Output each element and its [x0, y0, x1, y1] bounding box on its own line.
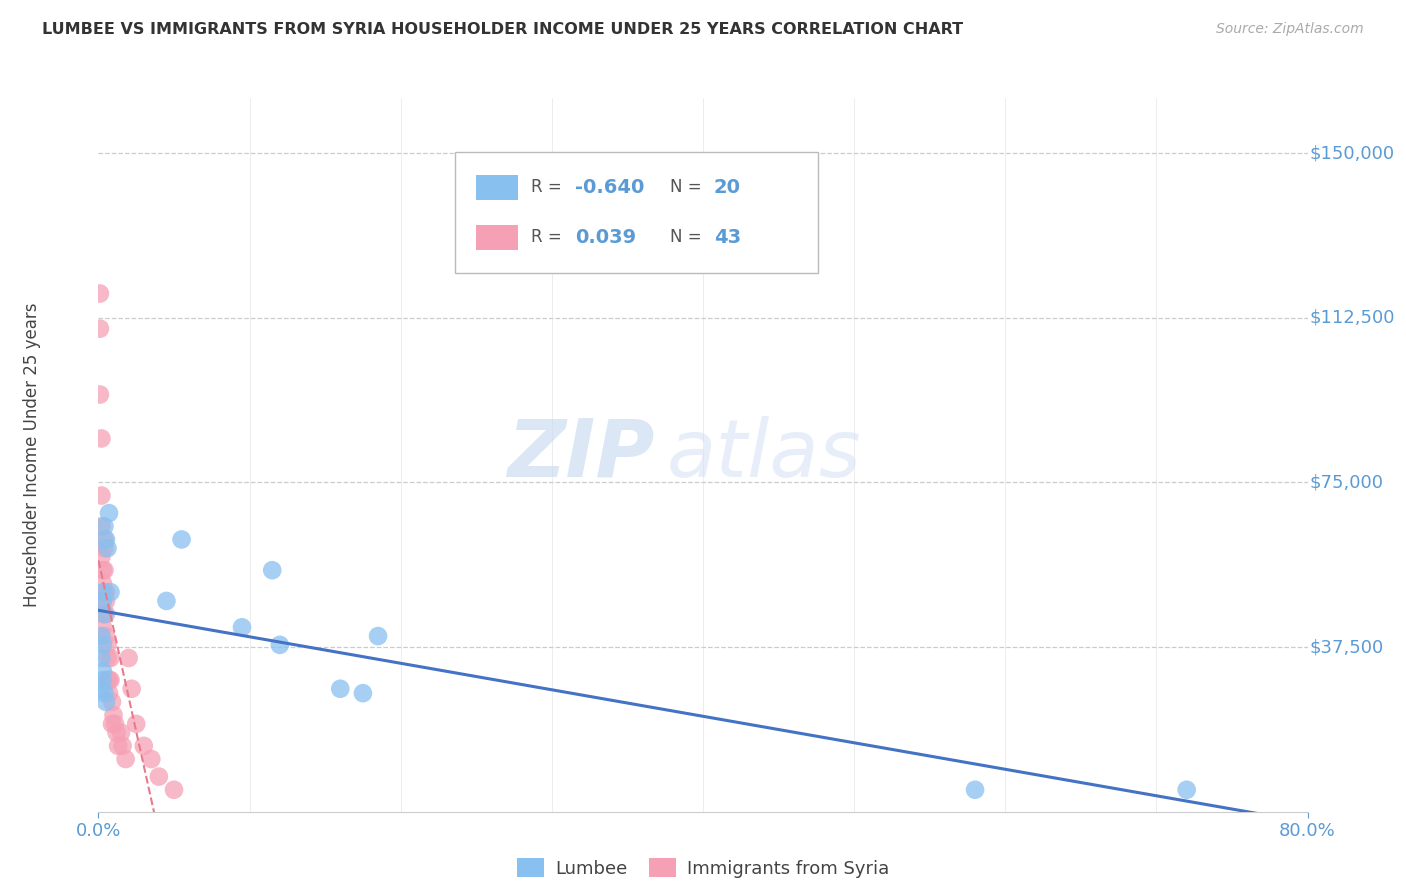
Point: [94, 607, 117, 621]
Text: 0.039: 0.039: [575, 228, 636, 247]
Point: [90, 489, 112, 503]
Point: [104, 717, 127, 731]
Point: [91, 673, 114, 687]
Bar: [475, 225, 517, 250]
Text: $112,500: $112,500: [1310, 309, 1396, 326]
Point: [121, 681, 143, 696]
Text: 20: 20: [714, 178, 741, 196]
Point: [100, 651, 122, 665]
Point: [132, 739, 155, 753]
Point: [93, 519, 115, 533]
Point: [93, 686, 115, 700]
Point: [89, 387, 111, 401]
Point: [89, 286, 111, 301]
Point: [91, 607, 114, 621]
Point: [90, 651, 112, 665]
Point: [94, 533, 117, 547]
Text: $37,500: $37,500: [1310, 638, 1385, 656]
Point: [93, 585, 115, 599]
Point: [101, 695, 124, 709]
Point: [352, 686, 374, 700]
Point: [90, 629, 112, 643]
Point: [141, 752, 163, 766]
Point: [93, 541, 115, 556]
Bar: [475, 175, 517, 200]
Legend: Lumbee, Immigrants from Syria: Lumbee, Immigrants from Syria: [510, 851, 896, 885]
Point: [103, 708, 125, 723]
Point: [94, 585, 117, 599]
Point: [111, 739, 134, 753]
Point: [98, 673, 121, 687]
Text: Householder Income Under 25 years: Householder Income Under 25 years: [22, 302, 41, 607]
Point: [89, 321, 111, 335]
Point: [231, 620, 253, 634]
Point: [96, 651, 118, 665]
Point: [118, 651, 141, 665]
Text: atlas: atlas: [666, 416, 862, 494]
Point: [91, 594, 114, 608]
Text: $150,000: $150,000: [1310, 144, 1395, 162]
Point: [94, 629, 117, 643]
Text: ZIP: ZIP: [508, 416, 655, 494]
Text: LUMBEE VS IMMIGRANTS FROM SYRIA HOUSEHOLDER INCOME UNDER 25 YEARS CORRELATION CH: LUMBEE VS IMMIGRANTS FROM SYRIA HOUSEHOL…: [42, 22, 963, 37]
Point: [155, 594, 177, 608]
Point: [91, 585, 114, 599]
Point: [90, 681, 112, 696]
Text: Source: ZipAtlas.com: Source: ZipAtlas.com: [1216, 22, 1364, 37]
Point: [1175, 782, 1198, 797]
Text: N =: N =: [671, 228, 707, 246]
FancyBboxPatch shape: [456, 152, 818, 273]
Point: [269, 638, 291, 652]
Point: [94, 695, 117, 709]
Point: [91, 576, 114, 591]
Point: [329, 681, 352, 696]
Point: [110, 725, 132, 739]
Point: [98, 686, 121, 700]
Point: [114, 752, 136, 766]
Point: [93, 563, 115, 577]
Point: [101, 717, 124, 731]
Text: R =: R =: [531, 178, 567, 196]
Point: [91, 563, 114, 577]
Point: [96, 638, 118, 652]
Point: [148, 770, 170, 784]
Text: R =: R =: [531, 228, 572, 246]
Point: [100, 673, 122, 687]
Point: [367, 629, 389, 643]
Point: [93, 607, 115, 621]
Point: [90, 519, 112, 533]
Point: [94, 594, 117, 608]
Point: [105, 725, 128, 739]
Text: N =: N =: [671, 178, 707, 196]
Point: [90, 432, 112, 446]
Point: [91, 664, 114, 678]
Point: [98, 506, 121, 520]
Text: 43: 43: [714, 228, 741, 247]
Point: [107, 739, 129, 753]
Point: [170, 533, 193, 547]
Point: [125, 717, 148, 731]
Point: [91, 594, 114, 608]
Point: [91, 638, 114, 652]
Point: [262, 563, 284, 577]
Point: [96, 541, 118, 556]
Point: [965, 782, 987, 797]
Point: [163, 782, 186, 797]
Point: [96, 673, 118, 687]
Point: [90, 549, 112, 564]
Point: [91, 620, 114, 634]
Text: -0.640: -0.640: [575, 178, 644, 196]
Text: $75,000: $75,000: [1310, 474, 1384, 491]
Point: [100, 585, 122, 599]
Point: [93, 533, 115, 547]
